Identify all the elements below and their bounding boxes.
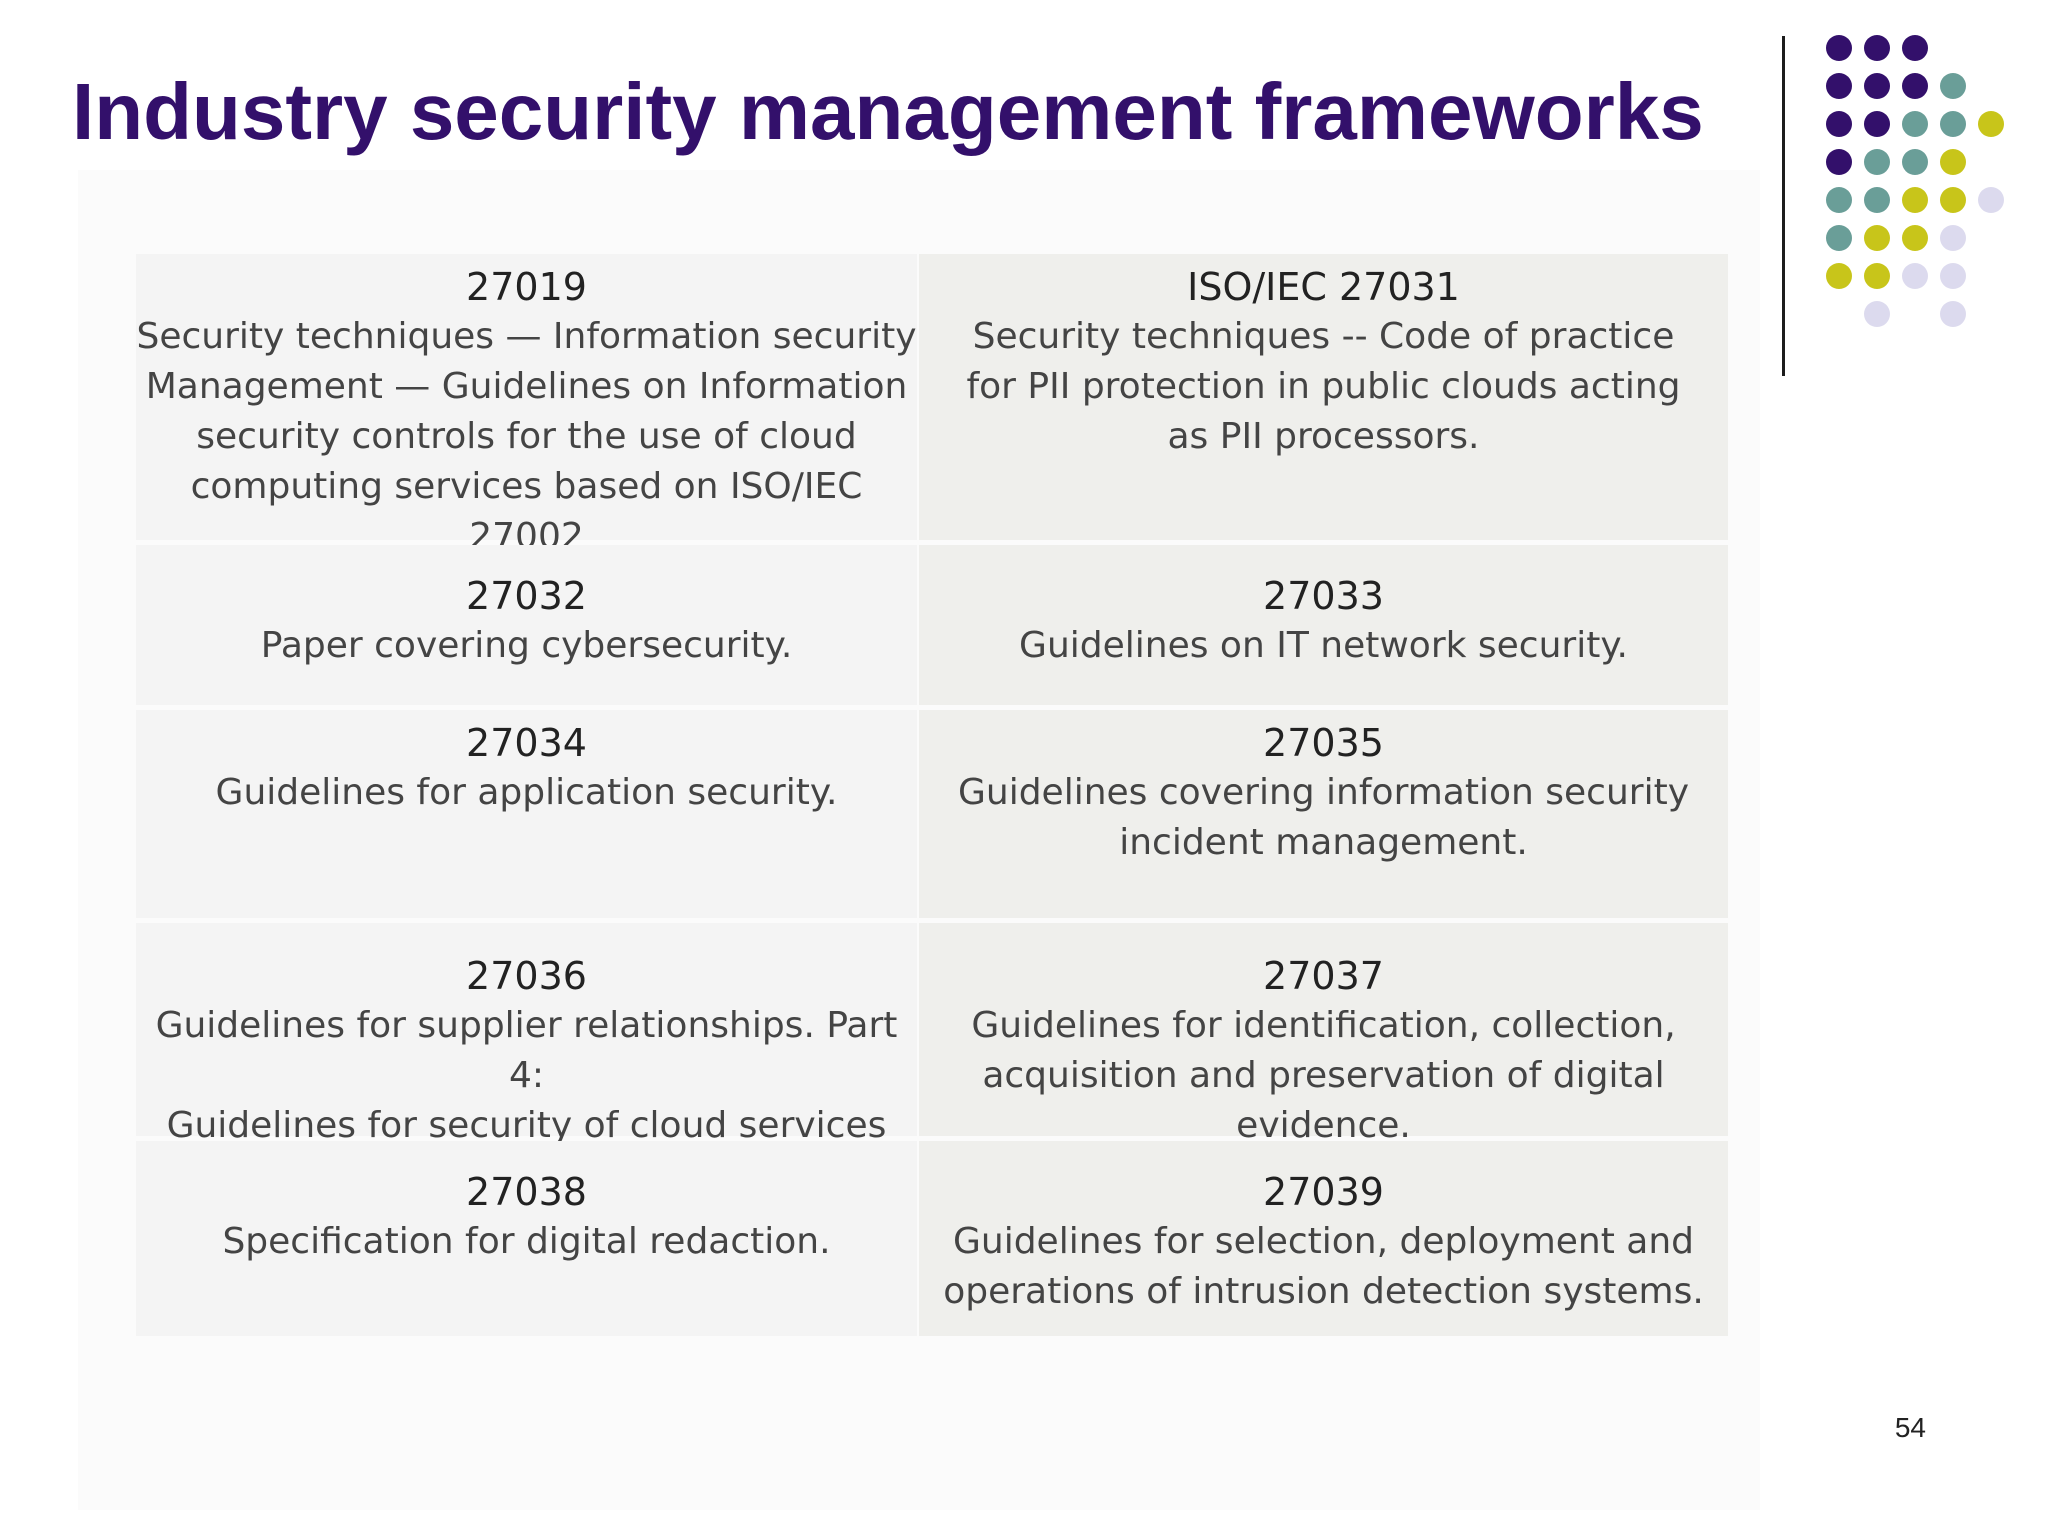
standard-code: ISO/IEC 27031 — [1187, 265, 1460, 309]
decorative-dot — [1826, 225, 1852, 251]
decorative-dot — [1902, 111, 1928, 137]
standard-description: Guidelines for selection, deployment and… — [943, 1221, 1704, 1312]
standard-description: Security techniques — Information securi… — [136, 316, 917, 557]
standards-table: 27019 Security techniques — Information … — [136, 254, 1728, 1336]
decorative-dot — [1940, 301, 1966, 327]
standard-description: Security techniques -- Code of practice … — [966, 316, 1681, 457]
standard-cell-27035: 27035 Guidelines covering information se… — [919, 710, 1728, 918]
vertical-divider — [1782, 36, 1785, 376]
standard-code: 27033 — [1263, 574, 1384, 618]
decorative-dot — [1902, 225, 1928, 251]
standard-code: 27039 — [1263, 1170, 1384, 1214]
standard-description: Guidelines for application security. — [215, 772, 838, 813]
decorative-dot — [1864, 73, 1890, 99]
standard-code: 27034 — [466, 721, 587, 765]
decorative-dot — [1940, 111, 1966, 137]
decorative-dot — [1940, 73, 1966, 99]
standard-cell-27037: 27037 Guidelines for identification, col… — [919, 923, 1728, 1146]
standard-cell-27038: 27038 Specification for digital redactio… — [136, 1141, 917, 1336]
page-number: 54 — [1894, 1412, 1926, 1443]
standard-cell-27036: 27036 Guidelines for supplier relationsh… — [136, 923, 917, 1146]
decorative-dot — [1826, 187, 1852, 213]
decorative-dot — [1826, 73, 1852, 99]
standard-description: Paper covering cybersecurity. — [260, 625, 793, 666]
standard-cell-27019: 27019 Security techniques — Information … — [136, 254, 917, 557]
standard-code: 27037 — [1263, 954, 1384, 998]
decorative-dot — [1978, 187, 2004, 213]
decorative-dot — [1864, 301, 1890, 327]
decorative-dot — [1940, 263, 1966, 289]
decorative-dot — [1902, 73, 1928, 99]
standard-description: Guidelines covering information security… — [957, 772, 1690, 863]
standard-description: Specification for digital redaction. — [222, 1221, 831, 1262]
decorative-dot — [1902, 187, 1928, 213]
standard-code: 27019 — [466, 265, 587, 309]
standard-code: 27035 — [1263, 721, 1384, 765]
decorative-dot — [1826, 263, 1852, 289]
standard-cell-27032: 27032 Paper covering cybersecurity. — [136, 545, 917, 705]
decorative-dot — [1978, 111, 2004, 137]
standard-cell-27033: 27033 Guidelines on IT network security. — [919, 545, 1728, 705]
decorative-dot — [1864, 187, 1890, 213]
decorative-dot — [1864, 263, 1890, 289]
decorative-dot — [1864, 35, 1890, 61]
standard-code: 27038 — [466, 1170, 587, 1214]
standard-cell-27039: 27039 Guidelines for selection, deployme… — [919, 1141, 1728, 1336]
standard-description: Guidelines on IT network security. — [1019, 625, 1628, 666]
standard-description: Guidelines for supplier relationships. P… — [155, 1005, 898, 1146]
standard-code: 27032 — [466, 574, 587, 618]
decorative-dot — [1826, 111, 1852, 137]
decorative-dot — [1902, 149, 1928, 175]
decorative-dot — [1940, 149, 1966, 175]
standard-cell-27034: 27034 Guidelines for application securit… — [136, 710, 917, 918]
standard-code: 27036 — [466, 954, 587, 998]
standard-cell-27031: ISO/IEC 27031 Security techniques -- Cod… — [919, 254, 1728, 540]
decorative-dot — [1902, 35, 1928, 61]
decorative-dot — [1940, 187, 1966, 213]
decorative-dot — [1864, 111, 1890, 137]
decorative-dot — [1826, 35, 1852, 61]
decorative-dot — [1864, 225, 1890, 251]
decorative-dot — [1902, 263, 1928, 289]
decorative-dot — [1864, 149, 1890, 175]
standard-description: Guidelines for identification, collectio… — [971, 1005, 1676, 1146]
decorative-dot — [1940, 225, 1966, 251]
decorative-dot — [1826, 149, 1852, 175]
slide-title: Industry security management frameworks — [72, 67, 1704, 156]
